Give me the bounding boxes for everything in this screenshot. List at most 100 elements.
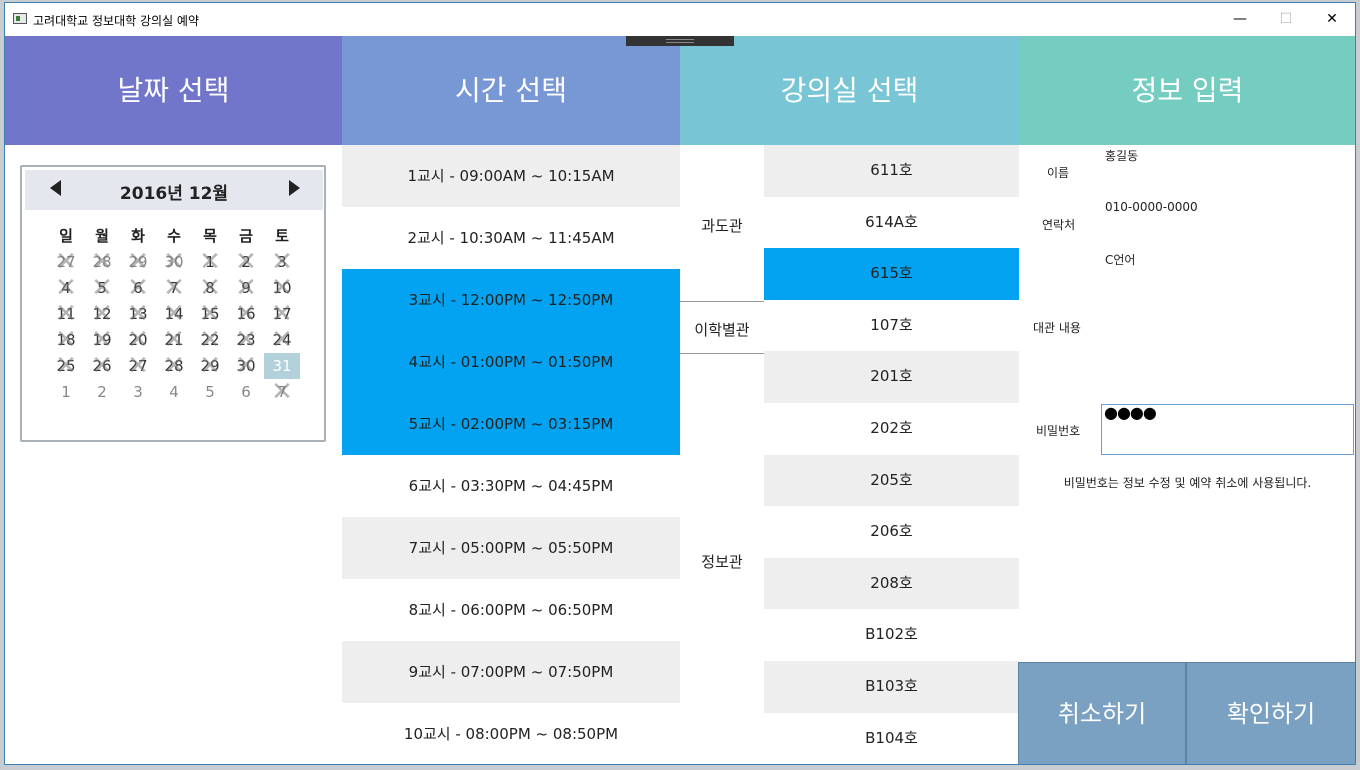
calendar-day: 28 — [84, 249, 120, 275]
close-button[interactable]: ✕ — [1326, 11, 1338, 27]
calendar-day: 21 — [156, 327, 192, 353]
calendar-day: 19 — [84, 327, 120, 353]
calendar-day: 14 — [156, 301, 192, 327]
calendar-day: 30 — [156, 249, 192, 275]
time-slot-item[interactable]: 1교시 - 09:00AM ~ 10:15AM — [342, 145, 680, 207]
weekday-header: 화 — [131, 227, 145, 245]
room-item[interactable]: 206호 — [764, 506, 1019, 558]
password-label: 비밀번호 — [1036, 424, 1081, 438]
calendar-day: 25 — [48, 353, 84, 379]
calendar-day: 24 — [264, 327, 300, 353]
room-item[interactable]: 611호 — [764, 145, 1019, 197]
room-item[interactable]: 202호 — [764, 402, 1019, 455]
time-slot-item[interactable]: 3교시 - 12:00PM ~ 12:50PM — [342, 269, 680, 331]
calendar-day: 6 — [120, 275, 156, 301]
weekday-header: 일 — [59, 227, 73, 245]
calendar-day: 20 — [120, 327, 156, 353]
time-slot-item[interactable]: 6교시 - 03:30PM ~ 04:45PM — [342, 455, 680, 517]
calendar-day: 8 — [192, 275, 228, 301]
calendar-title: 2016년 12월 — [119, 184, 229, 204]
calendar-day: 4 — [48, 275, 84, 301]
room-item[interactable]: 201호 — [764, 351, 1019, 403]
time-slot-item[interactable]: 9교시 - 07:00PM ~ 07:50PM — [342, 641, 680, 703]
divider — [680, 301, 764, 302]
calendar-day[interactable]: 3 — [133, 383, 143, 401]
header-time: 시간 선택 — [342, 36, 680, 145]
name-label: 이름 — [1047, 166, 1070, 180]
calendar-day[interactable]: 2 — [97, 383, 107, 401]
calendar-day: 27 — [48, 249, 84, 275]
calendar-header: 2016년 12월 — [25, 170, 323, 210]
building-item[interactable]: 이학별관 — [694, 321, 750, 339]
password-field[interactable]: ●●●● — [1101, 404, 1354, 455]
room-item[interactable]: 208호 — [764, 557, 1019, 610]
room-item[interactable]: B103호 — [764, 660, 1019, 713]
calendar-day: 7 — [264, 379, 300, 405]
calendar-day: 12 — [84, 301, 120, 327]
building-item[interactable]: 과도관 — [701, 217, 743, 235]
calendar-day[interactable]: 1 — [61, 383, 71, 401]
contact-label: 연락처 — [1042, 218, 1076, 232]
confirm-button[interactable]: 확인하기 — [1186, 662, 1355, 764]
calendar-day: 22 — [192, 327, 228, 353]
window-title: 고려대학교 정보대학 강의실 예약 — [33, 14, 200, 28]
calendar-day[interactable]: 4 — [169, 383, 179, 401]
time-slot-item[interactable]: 2교시 - 10:30AM ~ 11:45AM — [342, 207, 680, 269]
header-date: 날짜 선택 — [5, 36, 342, 145]
weekday-header: 월 — [95, 227, 109, 245]
calendar-day-selected[interactable]: 31 — [264, 353, 300, 379]
calendar-day: 1 — [192, 249, 228, 275]
room-item[interactable]: 107호 — [764, 299, 1019, 352]
time-slot-item[interactable]: 4교시 - 01:00PM ~ 01:50PM — [342, 331, 680, 393]
room-item[interactable]: 614A호 — [764, 196, 1019, 249]
password-hint: 비밀번호는 정보 수정 및 예약 취소에 사용됩니다. — [1063, 476, 1312, 490]
header-room: 강의실 선택 — [680, 36, 1019, 145]
calendar-day: 10 — [264, 275, 300, 301]
calendar-day: 5 — [84, 275, 120, 301]
calendar-day: 17 — [264, 301, 300, 327]
calendar-day[interactable]: 5 — [205, 383, 215, 401]
weekday-header: 수 — [167, 227, 181, 245]
content-label: 대관 내용 — [1033, 321, 1081, 335]
building-list: 과도관 이학별관 정보관 — [680, 145, 764, 764]
cancel-button[interactable]: 취소하기 — [1018, 662, 1186, 764]
maximize-button[interactable]: ☐ — [1279, 11, 1293, 27]
calendar-day: 18 — [48, 327, 84, 353]
minimize-button[interactable]: — — [1233, 11, 1247, 27]
calendar-day: 16 — [228, 301, 264, 327]
weekday-header: 토 — [275, 227, 289, 245]
calendar-day: 3 — [264, 249, 300, 275]
divider — [680, 353, 764, 354]
time-slot-item[interactable]: 8교시 - 06:00PM ~ 06:50PM — [342, 579, 680, 641]
calendar-day: 26 — [84, 353, 120, 379]
calendar-day: 7 — [156, 275, 192, 301]
room-list: 611호 614A호 615호 107호 201호 202호 205호 206호 208호 B10… — [764, 145, 1019, 764]
calendar-day: 11 — [48, 301, 84, 327]
header-info: 정보 입력 — [1019, 36, 1355, 145]
time-slot-list: 1교시 - 09:00AM ~ 10:15AM 2교시 - 10:30AM ~ 1… — [342, 145, 680, 764]
calendar-day: 27 — [120, 353, 156, 379]
weekday-header: 목 — [203, 227, 217, 245]
calendar-day[interactable]: 6 — [241, 383, 251, 401]
room-item[interactable]: B102호 — [764, 609, 1019, 661]
building-item[interactable]: 정보관 — [701, 553, 743, 571]
time-slot-item[interactable]: 5교시 - 02:00PM ~ 03:15PM — [342, 393, 680, 455]
app-window: 고려대학교 정보대학 강의실 예약 — ☐ ✕ 날짜 선택 시간 선택 강의실 … — [4, 2, 1356, 765]
room-item[interactable]: B104호 — [764, 712, 1019, 764]
calendar-grid: 일월화수목금토272829301234567891011121314151617… — [48, 223, 300, 405]
content-field[interactable]: C언어 — [1105, 253, 1136, 267]
room-item[interactable]: 205호 — [764, 454, 1019, 507]
contact-field[interactable]: 010-0000-0000 — [1105, 200, 1198, 214]
next-month-icon[interactable] — [289, 180, 300, 196]
weekday-header: 금 — [239, 227, 253, 245]
time-slot-item[interactable]: 10교시 - 08:00PM ~ 08:50PM — [342, 703, 680, 764]
drag-handle[interactable] — [626, 36, 734, 46]
time-slot-item[interactable]: 7교시 - 05:00PM ~ 05:50PM — [342, 517, 680, 579]
calendar-day: 2 — [228, 249, 264, 275]
name-field[interactable]: 홍길동 — [1105, 149, 1139, 163]
calendar-day: 15 — [192, 301, 228, 327]
room-item[interactable]: 615호 — [764, 248, 1019, 300]
calendar-day: 28 — [156, 353, 192, 379]
calendar-day: 13 — [120, 301, 156, 327]
prev-month-icon[interactable] — [50, 180, 61, 196]
